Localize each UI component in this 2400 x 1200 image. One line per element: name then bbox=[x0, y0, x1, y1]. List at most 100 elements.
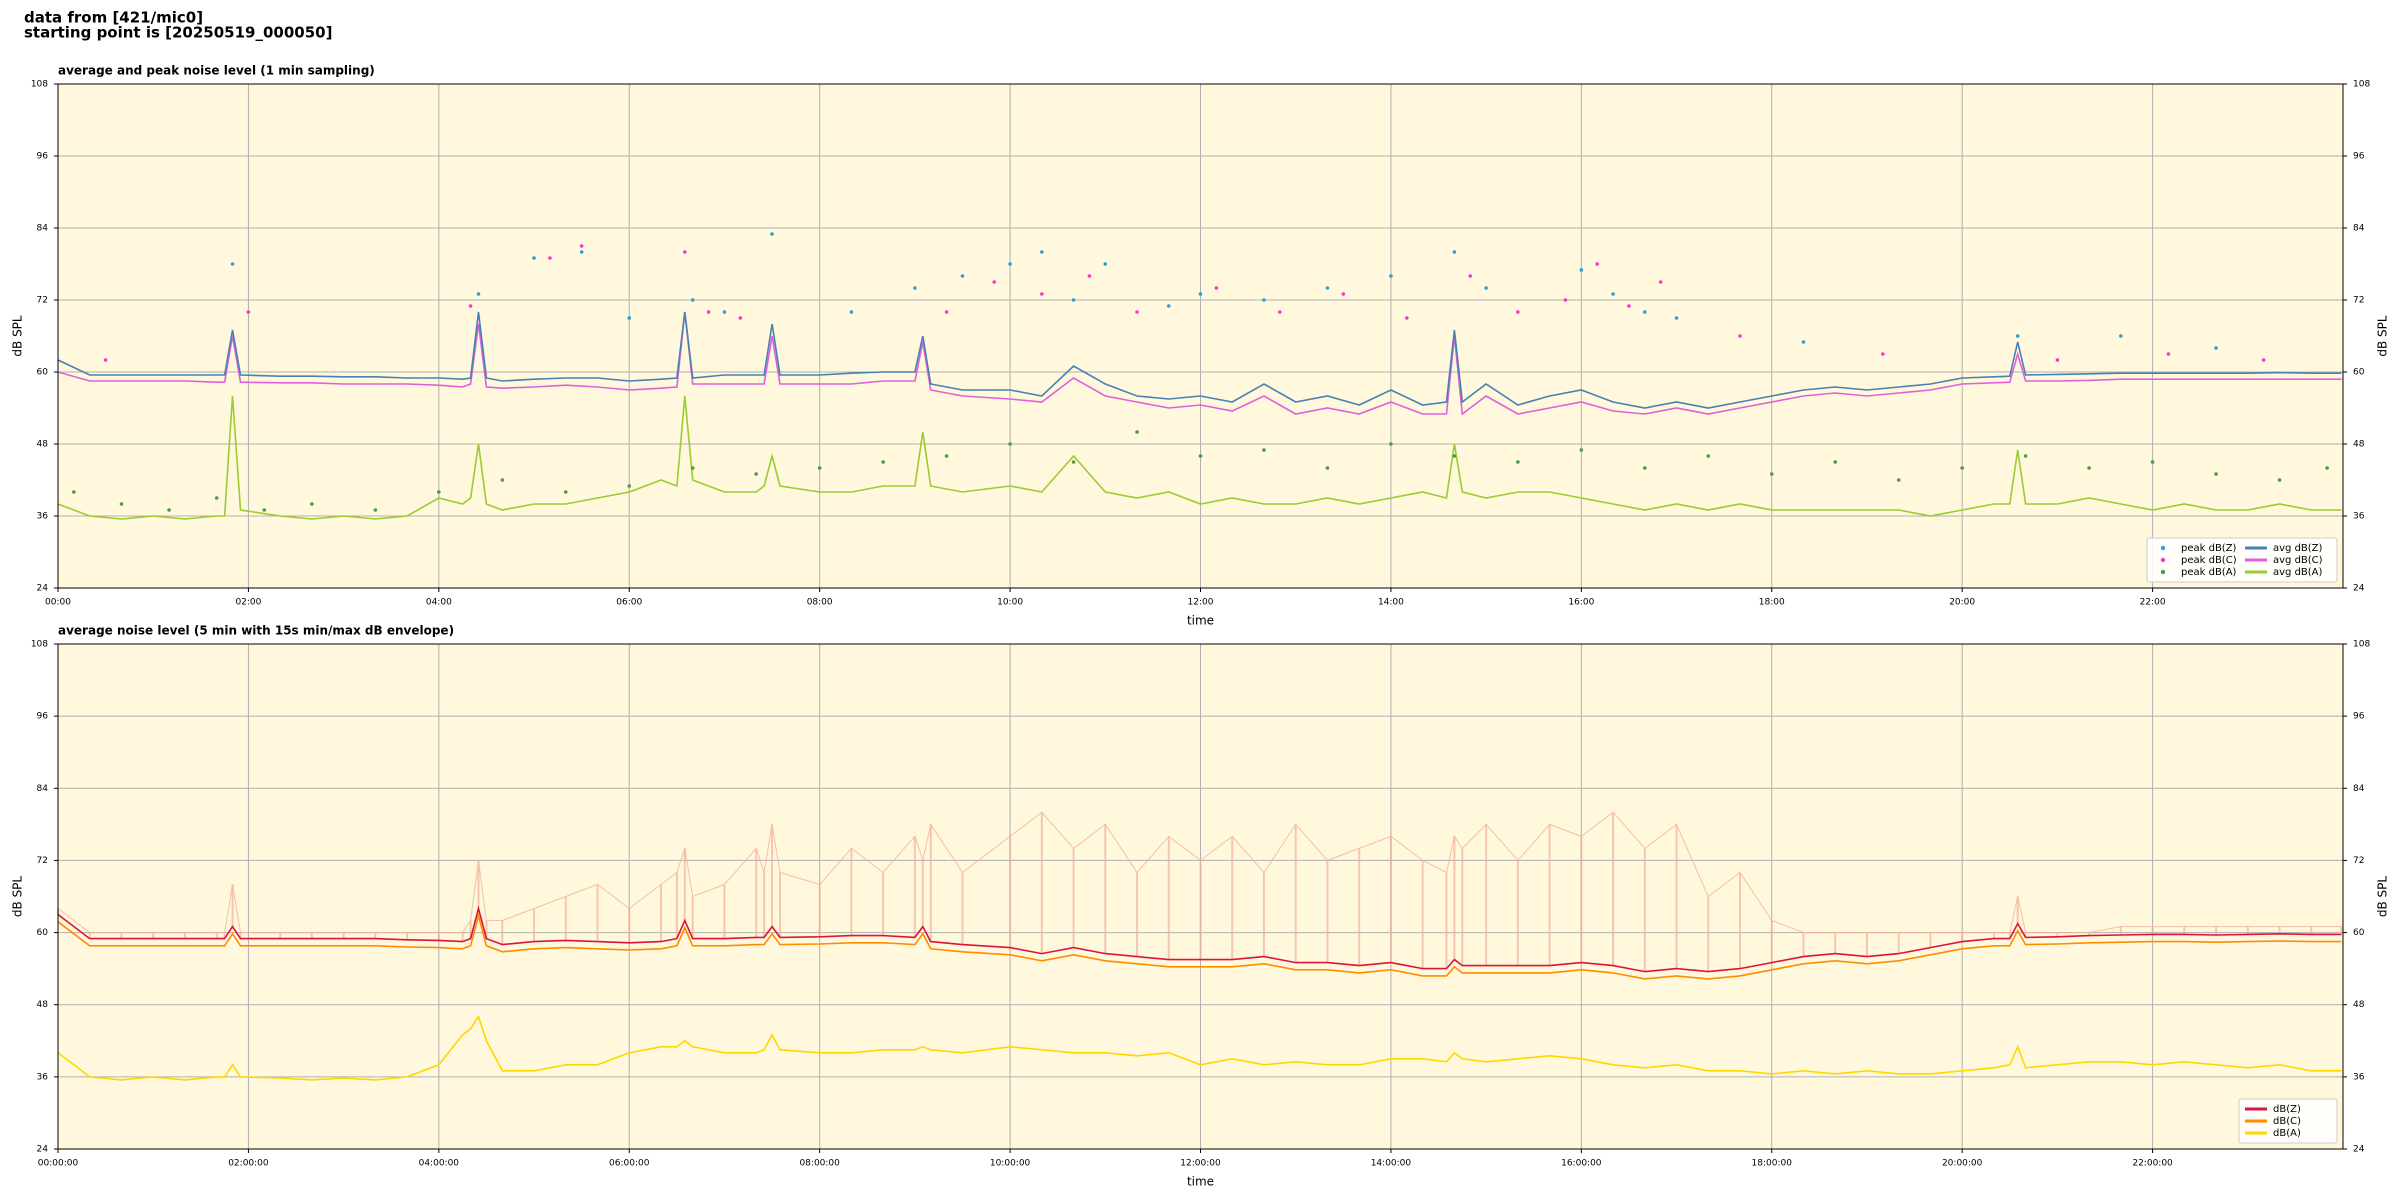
x-tick-label: 20:00 bbox=[1949, 598, 1975, 608]
y2-tick-label: 60 bbox=[2353, 928, 2365, 938]
peak-point bbox=[310, 502, 314, 506]
peak-point bbox=[1563, 298, 1568, 302]
peak-point bbox=[1896, 478, 1901, 482]
y-axis-label: dB SPL bbox=[11, 876, 25, 918]
peak-point bbox=[1135, 430, 1139, 434]
chart-title: average noise level (5 min with 15s min/… bbox=[58, 624, 454, 638]
x-tick-label: 16:00:00 bbox=[1561, 1159, 1602, 1169]
x-tick-label: 04:00:00 bbox=[419, 1159, 460, 1169]
peak-point bbox=[1278, 310, 1282, 314]
peak-point bbox=[2119, 334, 2123, 338]
peak-point bbox=[881, 460, 885, 464]
peak-point bbox=[992, 280, 997, 284]
peak-point bbox=[690, 466, 695, 470]
peak-point bbox=[2214, 472, 2218, 476]
peak-point bbox=[1658, 280, 1663, 284]
y2-tick-label: 36 bbox=[2353, 1072, 2365, 1082]
peak-point bbox=[1627, 304, 1631, 308]
y-tick-label: 60 bbox=[37, 368, 49, 378]
y-tick-label: 60 bbox=[37, 928, 49, 938]
x-tick-label: 18:00:00 bbox=[1752, 1159, 1793, 1169]
peak-point bbox=[103, 358, 108, 362]
y-tick-label: 36 bbox=[37, 512, 49, 522]
y2-tick-label: 108 bbox=[2353, 640, 2370, 650]
y2-axis-label: dB SPL bbox=[2376, 876, 2390, 918]
peak-point bbox=[1706, 454, 1711, 458]
peak-point bbox=[563, 490, 568, 494]
y-tick-label: 36 bbox=[37, 1072, 49, 1082]
series-line bbox=[57, 395, 2342, 520]
x-tick-label: 06:00 bbox=[616, 598, 642, 608]
peak-point bbox=[72, 490, 76, 494]
peak-point bbox=[1325, 286, 1330, 290]
peak-point bbox=[1071, 460, 1076, 464]
legend-label: dB(Z) bbox=[2273, 1104, 2301, 1115]
peak-point bbox=[2166, 352, 2171, 356]
peak-point bbox=[1262, 298, 1266, 302]
peak-point bbox=[706, 310, 711, 314]
peak-point bbox=[944, 454, 949, 458]
x-tick-label: 20:00:00 bbox=[1942, 1159, 1983, 1169]
x-tick-label: 08:00:00 bbox=[799, 1159, 840, 1169]
peak-point bbox=[119, 502, 124, 506]
peak-point bbox=[1468, 274, 1473, 278]
y2-tick-label: 108 bbox=[2353, 80, 2370, 90]
peak-point bbox=[2015, 334, 2020, 338]
peak-point bbox=[1801, 340, 1806, 344]
peak-point bbox=[1325, 466, 1330, 470]
x-tick-label: 16:00 bbox=[1568, 598, 1594, 608]
envelope-line bbox=[57, 811, 2342, 934]
peak-point bbox=[1040, 250, 1044, 254]
peak-point bbox=[1674, 316, 1679, 320]
x-tick-label: 22:00:00 bbox=[2132, 1159, 2173, 1169]
y2-axis-label: dB SPL bbox=[2376, 315, 2390, 357]
peak-point bbox=[1214, 286, 1219, 290]
series-line bbox=[57, 311, 2342, 409]
peak-point bbox=[2087, 466, 2091, 470]
series-line bbox=[57, 905, 2342, 973]
peak-point bbox=[373, 508, 378, 512]
y-tick-label: 72 bbox=[37, 296, 48, 306]
y2-tick-label: 96 bbox=[2353, 712, 2365, 722]
y-tick-label: 108 bbox=[31, 80, 48, 90]
peak-point bbox=[1135, 310, 1139, 314]
x-tick-label: 12:00 bbox=[1188, 598, 1214, 608]
plot-frame bbox=[57, 643, 2344, 1150]
peak-point bbox=[770, 232, 774, 236]
y2-tick-label: 84 bbox=[2353, 224, 2365, 234]
peak-point bbox=[1595, 262, 1600, 266]
peak-point bbox=[944, 310, 949, 314]
peak-point bbox=[849, 310, 854, 314]
peak-point bbox=[1008, 262, 1012, 266]
legend-label: avg dB(A) bbox=[2273, 567, 2323, 578]
peak-point bbox=[579, 244, 584, 248]
peak-point bbox=[1198, 454, 1203, 458]
y2-tick-label: 36 bbox=[2353, 512, 2365, 522]
x-tick-label: 06:00:00 bbox=[609, 1159, 650, 1169]
x-axis-label: time bbox=[1187, 1175, 1214, 1189]
y-tick-label: 48 bbox=[37, 1000, 49, 1010]
x-axis-label: time bbox=[1187, 614, 1214, 628]
x-tick-label: 02:00:00 bbox=[228, 1159, 269, 1169]
peak-point bbox=[476, 292, 481, 296]
peak-point bbox=[2277, 478, 2282, 482]
legend-label: peak dB(C) bbox=[2181, 555, 2237, 566]
peak-point bbox=[1516, 460, 1520, 464]
peak-point bbox=[1166, 304, 1171, 308]
peak-point bbox=[167, 508, 171, 512]
peak-point bbox=[1579, 268, 1584, 272]
peak-point bbox=[1008, 442, 1012, 446]
peak-point bbox=[2261, 358, 2266, 362]
peak-point bbox=[468, 304, 473, 308]
series-line bbox=[57, 1014, 2342, 1081]
peak-point bbox=[579, 250, 584, 254]
peak-point bbox=[1881, 352, 1885, 356]
peak-point bbox=[548, 256, 552, 260]
peak-point bbox=[1769, 472, 1774, 476]
x-tick-label: 12:00:00 bbox=[1180, 1159, 1221, 1169]
y2-tick-label: 84 bbox=[2353, 784, 2365, 794]
x-tick-label: 08:00 bbox=[807, 598, 833, 608]
y2-tick-label: 72 bbox=[2353, 296, 2364, 306]
peak-point bbox=[214, 496, 219, 500]
y2-tick-label: 48 bbox=[2353, 1000, 2365, 1010]
